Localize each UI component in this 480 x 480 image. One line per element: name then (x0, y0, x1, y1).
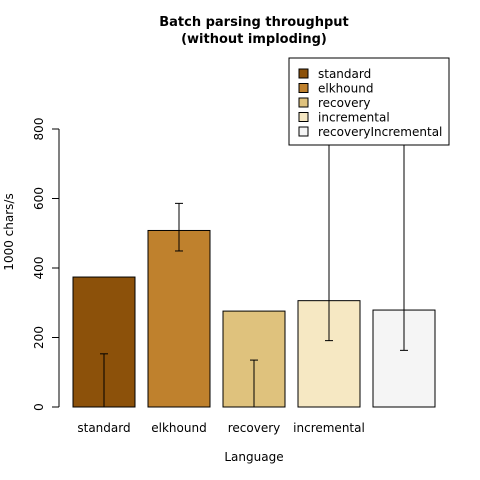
legend-box (288, 57, 450, 146)
y-axis-ticks: 0 200 400 600 800 (32, 118, 59, 411)
x-tick-label: recovery (228, 421, 281, 435)
y-tick-label: 600 (32, 187, 46, 210)
chart-title-line-2: (without imploding) (181, 32, 327, 47)
y-axis-title: 1000 chars/s (2, 193, 16, 270)
y-tick-label: 800 (32, 118, 46, 141)
x-tick-label: standard (77, 421, 130, 435)
legend-entry: recoveryIncremental (318, 125, 442, 139)
y-tick-label: 200 (32, 326, 46, 349)
legend-swatch (298, 97, 309, 108)
x-axis-title: Language (224, 450, 283, 464)
legend-entry: elkhound (318, 82, 373, 96)
legend-swatch (298, 126, 309, 137)
bars-group (72, 229, 436, 408)
legend-entry: recovery (318, 96, 371, 110)
chart-title-line-1: Batch parsing throughput (159, 15, 349, 30)
x-axis-labels: standard elkhound recovery incremental (77, 421, 364, 435)
x-tick-label: incremental (293, 421, 365, 435)
legend-swatch (298, 83, 309, 93)
y-tick-label: 400 (32, 257, 46, 280)
bar-elkhound (147, 229, 211, 408)
legend-entry: standard (318, 67, 371, 81)
legend-swatch (298, 112, 309, 122)
legend: standardelkhoundrecoveryincrementalrecov… (288, 57, 450, 146)
y-tick-label: 0 (32, 403, 46, 411)
legend-swatch (298, 68, 309, 79)
x-tick-label: elkhound (151, 421, 206, 435)
legend-entry: incremental (318, 111, 390, 125)
bar-recovery (222, 310, 286, 408)
